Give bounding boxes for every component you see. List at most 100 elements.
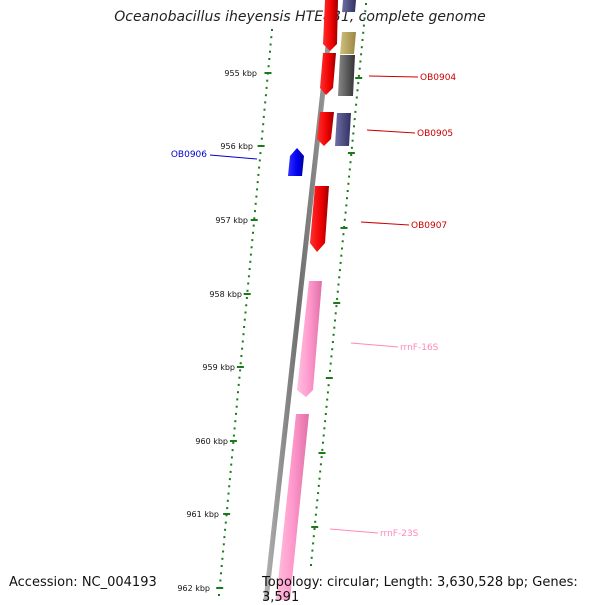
scale-dot — [227, 492, 230, 495]
scale-dot — [270, 36, 273, 39]
scale-track-right — [310, 3, 367, 566]
scale-dot — [251, 239, 254, 242]
scale-dot — [355, 96, 358, 99]
scale-dot — [360, 53, 363, 56]
scale-dot — [351, 139, 354, 142]
scale-dot — [360, 46, 363, 49]
label-rrnf-23s[interactable]: rrnF-23S — [380, 529, 419, 539]
label-ob0904[interactable]: OB0904 — [420, 73, 456, 83]
scale-dot — [258, 159, 261, 162]
scale-dot — [264, 94, 267, 97]
scale-label-960: 960 kbp — [195, 437, 228, 446]
scale-dot — [262, 115, 265, 118]
scale-dot — [346, 197, 348, 200]
gene-ob0906-arrow[interactable] — [288, 148, 304, 176]
scale-dot — [329, 362, 332, 365]
scale-dot — [219, 579, 222, 582]
scale-dot — [249, 253, 252, 256]
scale-dot — [237, 383, 240, 386]
label-rrnf-16s[interactable]: rrnF-16S — [400, 343, 439, 353]
scale-dot — [318, 477, 321, 480]
scale-dot — [346, 190, 349, 192]
scale-dot — [314, 513, 317, 516]
scale-dot — [234, 420, 237, 423]
scale-dot — [315, 506, 318, 509]
scale-dot — [246, 289, 249, 292]
scale-dot — [326, 391, 329, 394]
scale-label-956: 956 kbp — [220, 142, 253, 151]
scale-label-962: 962 kbp — [177, 584, 210, 593]
scale-dot — [319, 470, 322, 473]
scale-dot — [336, 297, 339, 300]
accession-text: Accession: NC_004193 — [9, 575, 157, 590]
cog-block-gray[interactable] — [338, 55, 355, 96]
cog-block-olive[interactable] — [340, 32, 356, 54]
scale-dot — [357, 74, 360, 77]
scale-dot — [349, 161, 352, 164]
scale-dot — [336, 290, 339, 293]
leader-rrnf-23s — [329, 528, 379, 534]
scale-dot — [243, 318, 246, 321]
scale-dot — [218, 594, 220, 596]
scale-dot — [239, 362, 242, 365]
scale-dot — [321, 448, 324, 451]
scale-dot — [322, 441, 324, 444]
gene-ob0905-arrow[interactable] — [317, 112, 334, 146]
scale-dot — [338, 269, 341, 272]
scale-dot — [235, 412, 237, 415]
scale-dot — [358, 67, 361, 70]
scale-dot — [266, 79, 269, 82]
scale-dot — [362, 24, 365, 27]
gene-ob0903-arrow[interactable] — [323, 0, 338, 51]
label-ob0907[interactable]: OB0907 — [411, 221, 447, 231]
scale-dot — [324, 420, 327, 423]
scale-dot — [343, 218, 346, 221]
scale-dot — [353, 118, 356, 121]
scale-dot — [226, 499, 229, 502]
scale-dot — [247, 282, 250, 285]
scale-dot — [335, 305, 338, 308]
gene-ob0907-arrow[interactable] — [310, 186, 329, 252]
scale-dot — [260, 137, 263, 140]
scale-dot — [239, 369, 242, 372]
scale-dot — [257, 173, 260, 176]
scale-dot — [338, 276, 341, 279]
cog-block-slate[interactable] — [335, 113, 351, 146]
scale-dot — [229, 470, 232, 473]
label-ob0906[interactable]: OB0906 — [171, 150, 207, 160]
scale-dot — [253, 217, 256, 220]
scale-track-left — [216, 29, 273, 596]
scale-dot — [310, 564, 312, 566]
scale-dot — [237, 391, 239, 394]
scale-dot — [267, 65, 270, 68]
rrna-16s-block[interactable] — [297, 281, 322, 397]
scale-dot — [322, 434, 325, 437]
scale-dot — [271, 29, 273, 31]
rrna-23s-block[interactable] — [276, 414, 309, 600]
gene-track — [276, 0, 338, 600]
label-ob0905[interactable]: OB0905 — [417, 129, 453, 139]
scale-dot — [333, 326, 336, 329]
scale-dot — [339, 261, 342, 264]
cog-block-slate-top[interactable] — [342, 0, 356, 12]
scale-dot — [325, 405, 328, 408]
scale-dot — [250, 246, 253, 249]
scale-dot — [232, 434, 235, 437]
genome-title: Oceanobacillus iheyensis HTE831, complet… — [114, 9, 486, 25]
scale-dot — [331, 341, 334, 343]
scale-label-959: 959 kbp — [202, 363, 235, 372]
scale-dot — [245, 304, 248, 307]
scale-dot — [262, 123, 265, 126]
gene-ob0904-arrow[interactable] — [320, 53, 336, 95]
scale-dot — [225, 514, 228, 517]
scale-dot — [235, 405, 238, 408]
scale-dot — [230, 463, 233, 466]
scale-dot — [256, 188, 259, 191]
scale-dot — [228, 485, 231, 488]
scale-dot — [361, 39, 364, 41]
scale-dot — [232, 441, 235, 444]
genome-summary-text: Topology: circular; Length: 3,630,528 bp… — [262, 575, 578, 605]
scale-dot — [350, 146, 353, 149]
